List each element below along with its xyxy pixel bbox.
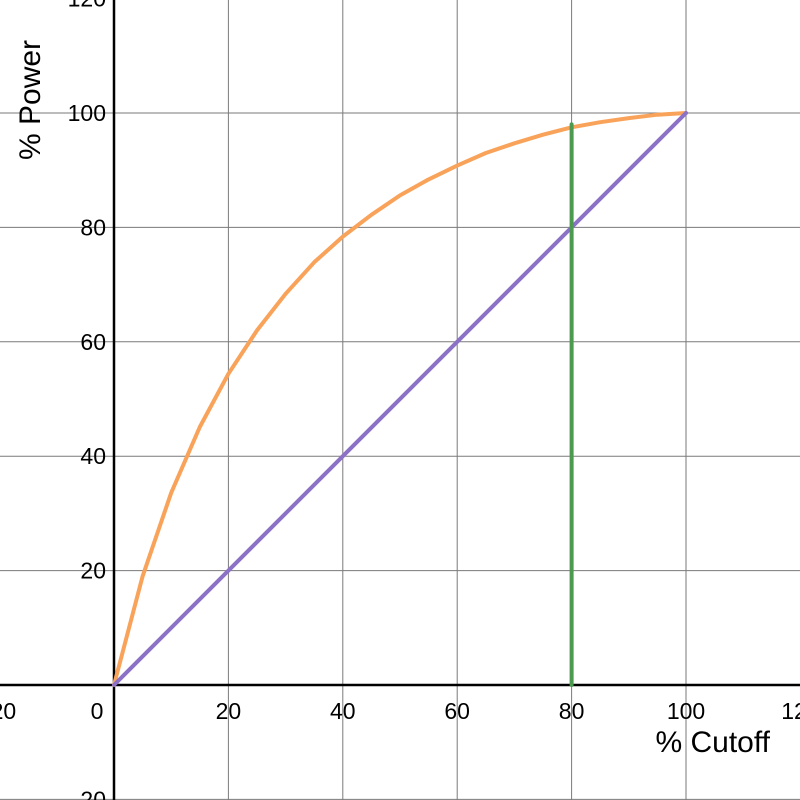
y-tick-label: 20 (80, 558, 106, 584)
series-line-1 (112, 111, 688, 687)
series-line-2 (112, 111, 688, 687)
x-axis-title: % Cutoff (655, 726, 770, 759)
x-tick-label: 100 (667, 698, 705, 724)
x-tick-label: 20 (216, 698, 242, 724)
y-tick-label: 120 (68, 0, 106, 12)
x-tick-label: -20 (0, 698, 16, 724)
y-tick-label: 100 (68, 100, 106, 126)
origin-tick-label: 0 (91, 698, 104, 724)
series-group (112, 111, 688, 687)
x-tick-label: 40 (330, 698, 356, 724)
y-tick-label: -20 (73, 786, 106, 800)
y-tick-label: 40 (80, 443, 106, 469)
y-tick-label: 60 (80, 329, 106, 355)
y-tick-label: 80 (80, 214, 106, 240)
x-tick-label: 60 (444, 698, 470, 724)
x-tick-label: 120 (781, 698, 800, 724)
x-tick-label: 80 (559, 698, 585, 724)
y-axis-title: % Power (14, 40, 47, 160)
